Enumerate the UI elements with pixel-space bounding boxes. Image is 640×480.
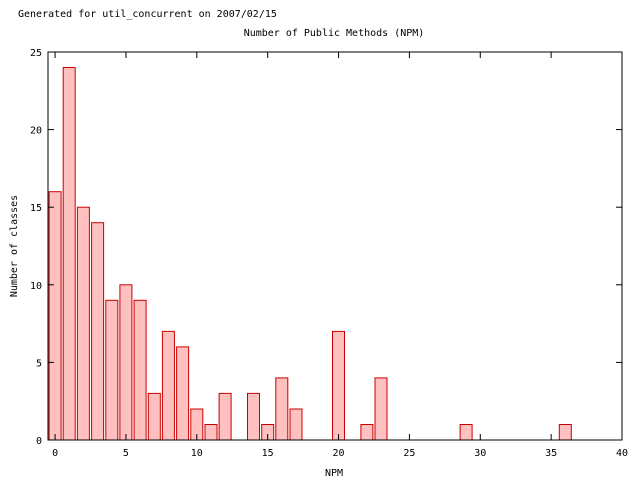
x-tick-label-40: 40 <box>616 448 628 459</box>
bar-npm-36 <box>558 424 572 441</box>
bar-npm-14 <box>247 392 260 441</box>
chart-title: Number of Public Methods (NPM) <box>244 28 425 39</box>
y-axis-label: Number of classes <box>9 195 20 297</box>
plot-frame <box>47 51 623 441</box>
bar-npm-12 <box>218 392 232 441</box>
bars-layer <box>48 67 572 441</box>
bar-npm-22 <box>360 424 374 441</box>
bar-npm-5 <box>119 284 133 441</box>
y-tick-label-10: 10 <box>30 281 42 292</box>
x-tick-label-0: 0 <box>52 448 58 459</box>
bar-npm-6 <box>133 299 147 441</box>
y-tick-label-25: 25 <box>30 48 42 59</box>
x-tick-label-30: 30 <box>474 448 486 459</box>
bar-npm-7 <box>147 392 161 441</box>
x-tick-label-10: 10 <box>191 448 203 459</box>
y-tick-label-20: 20 <box>30 126 42 137</box>
bar-npm-4 <box>105 299 119 441</box>
x-tick-label-15: 15 <box>262 448 274 459</box>
y-tick-label-0: 0 <box>36 436 42 447</box>
generated-note: Generated for util_concurrent on 2007/02… <box>18 9 277 20</box>
x-axis-label: NPM <box>325 468 343 479</box>
y-tick-label-5: 5 <box>36 358 42 369</box>
bar-npm-17 <box>289 408 303 441</box>
bar-npm-9 <box>176 346 190 441</box>
bar-npm-3 <box>91 222 105 441</box>
bar-npm-20 <box>332 330 345 441</box>
x-tick-label-25: 25 <box>403 448 415 459</box>
bar-npm-0 <box>48 191 62 441</box>
y-tick-label-15: 15 <box>30 203 42 214</box>
bar-npm-29 <box>459 424 473 441</box>
x-tick-label-20: 20 <box>333 448 345 459</box>
bar-npm-1 <box>62 67 76 441</box>
x-tick-label-5: 5 <box>123 448 129 459</box>
bar-npm-16 <box>275 377 289 441</box>
bar-npm-2 <box>76 206 90 441</box>
x-tick-label-35: 35 <box>545 448 557 459</box>
bar-npm-23 <box>374 377 388 441</box>
bar-npm-8 <box>161 330 175 441</box>
bar-npm-11 <box>204 424 218 441</box>
